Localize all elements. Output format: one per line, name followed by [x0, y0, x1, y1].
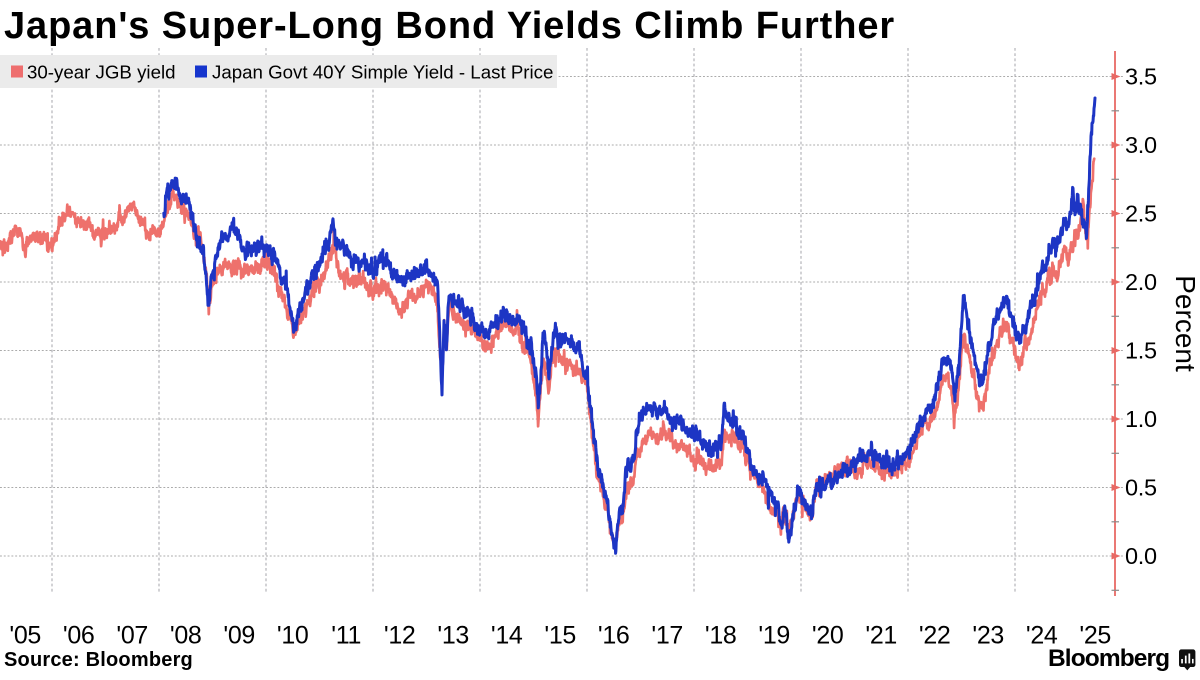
svg-text:'05: '05 — [9, 622, 41, 650]
svg-text:'13: '13 — [437, 622, 469, 650]
svg-text:'21: '21 — [865, 622, 897, 650]
svg-text:'14: '14 — [491, 622, 523, 650]
svg-text:0.5: 0.5 — [1125, 475, 1157, 501]
svg-text:30-year JGB yield: 30-year JGB yield — [27, 62, 176, 83]
svg-text:'19: '19 — [758, 622, 790, 650]
svg-text:'24: '24 — [1026, 622, 1058, 650]
svg-text:1.5: 1.5 — [1125, 338, 1157, 364]
svg-text:3.0: 3.0 — [1125, 132, 1157, 158]
svg-text:1.0: 1.0 — [1125, 406, 1157, 432]
svg-text:'17: '17 — [651, 622, 683, 650]
svg-text:3.5: 3.5 — [1125, 64, 1157, 90]
svg-text:'06: '06 — [63, 622, 95, 650]
svg-text:2.5: 2.5 — [1125, 201, 1157, 227]
svg-text:'08: '08 — [170, 622, 202, 650]
svg-text:'23: '23 — [972, 622, 1004, 650]
svg-text:'09: '09 — [223, 622, 255, 650]
svg-text:'16: '16 — [598, 622, 630, 650]
svg-text:'07: '07 — [116, 622, 148, 650]
svg-text:Japan's Super-Long Bond Yields: Japan's Super-Long Bond Yields Climb Fur… — [4, 5, 895, 47]
svg-text:'22: '22 — [919, 622, 951, 650]
svg-text:2.0: 2.0 — [1125, 269, 1157, 295]
svg-text:'25: '25 — [1079, 622, 1111, 650]
svg-text:'20: '20 — [812, 622, 844, 650]
svg-text:Source: Bloomberg: Source: Bloomberg — [4, 649, 193, 671]
svg-text:Bloomberg: Bloomberg — [1048, 645, 1169, 672]
svg-text:'15: '15 — [544, 622, 576, 650]
svg-text:0.0: 0.0 — [1125, 543, 1157, 569]
svg-text:'10: '10 — [277, 622, 309, 650]
svg-text:Percent: Percent — [1170, 275, 1200, 372]
svg-text:'18: '18 — [705, 622, 737, 650]
svg-text:Japan Govt 40Y Simple Yield -: Japan Govt 40Y Simple Yield - Last Price — [212, 62, 553, 83]
svg-text:'11: '11 — [331, 622, 361, 650]
svg-text:'12: '12 — [384, 622, 416, 650]
